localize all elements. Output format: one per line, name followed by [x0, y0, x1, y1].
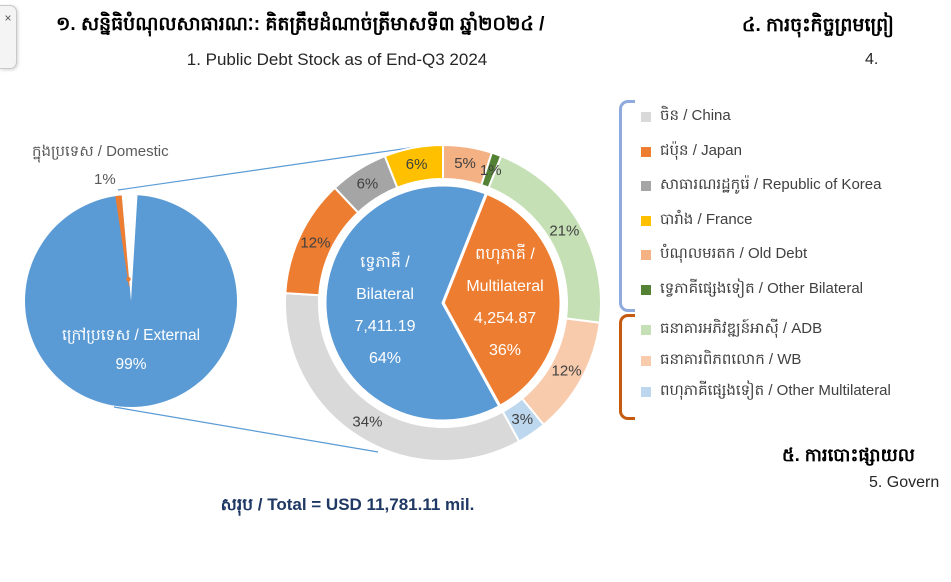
section1-title-khmer: ១. សន្និធិបំណុលសាធារណៈ: គិតត្រឹមដំណាច់ត្… [56, 14, 545, 35]
domestic-slice-tip [126, 276, 131, 282]
bilateral-percent: 64% [368, 350, 402, 367]
inner-slice-1 [323, 183, 502, 423]
legend: ចិន / China ជប៉ុន / Japan សាធារណរដ្ឋកូរ៉េ … [617, 98, 951, 420]
domestic-slice [115, 195, 130, 287]
legend-swatch [641, 146, 651, 157]
legend-label: បារាំង / France [660, 210, 753, 228]
legend-swatch [641, 181, 651, 191]
panel-collapse-tab[interactable]: × [0, 5, 17, 69]
ring-percent-label: 34% [352, 414, 382, 431]
legend-label: បំណុលមរតក / Old Debt [660, 245, 808, 262]
external-slice-label: ក្រៅប្រទេស / External 99% [46, 321, 216, 379]
domestic-percent: 1% [94, 171, 116, 188]
legend-swatch [641, 325, 651, 335]
section5-number: 5. Govern [869, 474, 940, 491]
legend-item: បារាំង / France [641, 210, 753, 232]
legend-item: បំណុលមរតក / Old Debt [641, 244, 807, 266]
pie-domestic-external [25, 193, 237, 407]
section4-number: 4. [865, 51, 879, 68]
multilateral-center-label: ពហុភាគី / Multilateral 4,254.87 36% [438, 239, 572, 367]
legend-swatch [641, 284, 651, 295]
legend-label: សាធារណរដ្ឋកូរ៉េ / Republic of Korea [660, 176, 882, 193]
legend-item: ចិន / China [641, 106, 731, 128]
legend-item: ទ្វេភាគីផ្សេងទៀត / Other Bilateral [641, 279, 863, 301]
multilateral-group-bracket [619, 314, 635, 420]
legend-swatch [641, 387, 651, 397]
ring-percent-label: 6% [357, 175, 379, 192]
legend-item: ធនាគារអភិវឌ្ឍន៍អាស៊ី / ADB [641, 319, 822, 341]
section1-title-english: 1. Public Debt Stock as of End-Q3 2024 [186, 50, 488, 69]
legend-label: ជប៉ុន / Japan [660, 141, 742, 159]
legend-swatch [641, 356, 651, 366]
ring-percent-label: 3% [511, 411, 533, 428]
ring-percent-label: 12% [300, 234, 330, 251]
ring-percent-label: 1% [480, 162, 502, 179]
ring-segment-8 [383, 144, 444, 189]
legend-label: ចិន / China [660, 107, 731, 124]
legend-label: ទ្វេភាគីផ្សេងទៀត / Other Bilateral [660, 279, 864, 297]
multilateral-label-khmer: ពហុភាគី / [475, 246, 535, 263]
inner-slice-0 [441, 191, 563, 408]
bilateral-center-label: ទ្វេភាគី / Bilateral 7,411.19 64% [318, 247, 452, 375]
bilateral-label-khmer: ទ្វេភាគី / [360, 254, 410, 271]
legend-item: ពហុភាគីផ្សេងទៀត / Other Multilateral [641, 381, 891, 403]
ring-percent-label: 5% [454, 155, 476, 172]
legend-label: ធនាគារពិភពលោក / WB [660, 351, 802, 368]
donut-creditors: 5% 1% 21% 12% 3% 34% 12% 6% 6% [284, 144, 602, 462]
legend-item: សាធារណរដ្ឋកូរ៉េ / Republic of Korea [641, 175, 881, 197]
bilateral-group-bracket [619, 100, 635, 312]
legend-item: ជប៉ុន / Japan [641, 141, 742, 163]
ring-percent-label: 6% [406, 156, 428, 173]
section4-title-khmer: ៤. ការចុះកិច្ចព្រមព្រៀ [742, 15, 894, 36]
ring-percent-label: 12% [552, 362, 582, 379]
legend-label: ពហុភាគីផ្សេងទៀត / Other Multilateral [660, 382, 891, 399]
external-percent: 99% [115, 356, 147, 373]
total-label: សរុប / Total = USD 11,781.11 mil. [220, 495, 475, 514]
multilateral-value: 4,254.87 [473, 310, 537, 327]
multilateral-percent: 36% [488, 342, 522, 359]
legend-swatch [641, 112, 651, 122]
callout-lines [113, 146, 417, 453]
legend-swatch [641, 215, 651, 226]
exploded-gap [121, 193, 138, 301]
legend-label: ធនាគារអភិវឌ្ឍន៍អាស៊ី / ADB [660, 320, 823, 337]
multilateral-label-english: Multilateral [466, 278, 544, 295]
external-label: ក្រៅប្រទេស / External [61, 327, 201, 344]
legend-swatch [641, 250, 651, 260]
close-icon: × [4, 11, 12, 25]
section5-title-khmer: ៥. ការបោះផ្សាយល [782, 445, 915, 465]
ring-percent-label: 21% [549, 223, 579, 240]
bilateral-value: 7,411.19 [354, 318, 416, 335]
domestic-callout-label: ក្នុងប្រទេស / Domestic [32, 143, 169, 160]
bilateral-label-english: Bilateral [356, 286, 414, 303]
legend-item: ធនាគារពិភពលោក / WB [641, 350, 801, 372]
